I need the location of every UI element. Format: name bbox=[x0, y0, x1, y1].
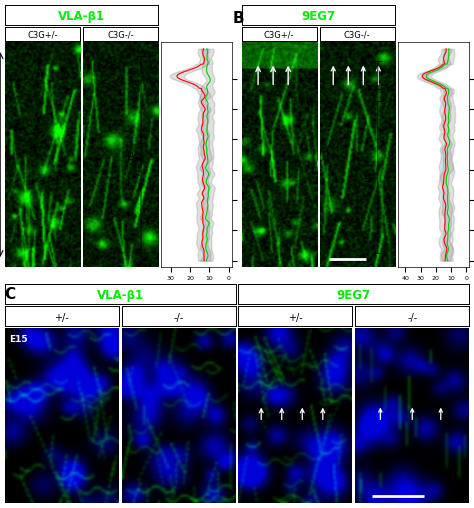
Text: VLA β1 C3G +/-: VLA β1 C3G +/- bbox=[248, 47, 294, 52]
Text: C3G-/-: C3G-/- bbox=[107, 31, 134, 40]
Text: 9EG7: 9EG7 bbox=[301, 10, 335, 23]
Text: ns: ns bbox=[127, 149, 136, 160]
Y-axis label: Distance (pixels): Distance (pixels) bbox=[257, 125, 264, 184]
Text: C: C bbox=[5, 287, 16, 302]
Text: ns: ns bbox=[364, 172, 373, 182]
X-axis label: Intensity: Intensity bbox=[180, 287, 214, 296]
Text: C3G+/-: C3G+/- bbox=[27, 31, 57, 40]
Text: E15: E15 bbox=[9, 335, 28, 343]
Text: C3G-/-: C3G-/- bbox=[344, 31, 371, 40]
X-axis label: Intensity: Intensity bbox=[417, 287, 450, 296]
Text: -/-: -/- bbox=[173, 312, 184, 323]
Text: C3G+/-: C3G+/- bbox=[264, 31, 294, 40]
Text: *: * bbox=[365, 52, 371, 65]
Text: -/-: -/- bbox=[407, 312, 418, 323]
Text: VLA-β1: VLA-β1 bbox=[58, 10, 105, 23]
Text: +/-: +/- bbox=[288, 312, 303, 323]
Text: B: B bbox=[233, 11, 244, 26]
Text: 9EG7: 9EG7 bbox=[337, 289, 371, 302]
Text: VLA β1 C3G -/-: VLA β1 C3G -/- bbox=[248, 65, 292, 70]
Text: +/-: +/- bbox=[55, 312, 69, 323]
Text: VLA-β1: VLA-β1 bbox=[97, 289, 144, 302]
